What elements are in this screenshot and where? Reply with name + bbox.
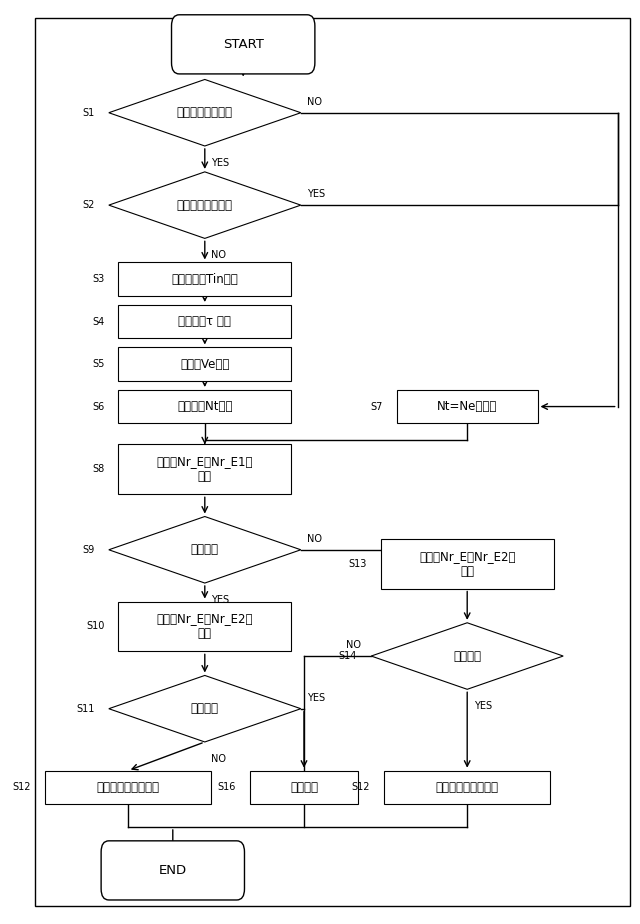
Text: S14: S14: [339, 651, 357, 661]
Text: S7: S7: [371, 402, 383, 411]
Bar: [118, 390, 291, 423]
Text: 判別不能: 判別不能: [290, 781, 318, 794]
Text: 容量係数τ 推定: 容量係数τ 推定: [179, 315, 231, 328]
Text: 回転速度Nt推定: 回転速度Nt推定: [177, 400, 232, 413]
Text: S9: S9: [83, 545, 95, 554]
Text: NO: NO: [307, 534, 322, 543]
Text: S10: S10: [86, 622, 104, 631]
Text: S4: S4: [92, 317, 104, 326]
Text: YES: YES: [307, 693, 325, 702]
Text: S13: S13: [348, 559, 367, 568]
Text: NO: NO: [211, 250, 226, 260]
Text: 期待値Nr_E（Nr_E1）
演算: 期待値Nr_E（Nr_E1） 演算: [157, 456, 253, 483]
Text: S3: S3: [92, 274, 104, 284]
Text: S8: S8: [92, 465, 104, 474]
Text: S11: S11: [76, 704, 95, 713]
Text: YES: YES: [211, 158, 229, 167]
Text: NO: NO: [307, 97, 322, 106]
Text: S12: S12: [351, 783, 370, 792]
Text: 正転との判定を確定: 正転との判定を確定: [97, 781, 159, 794]
Text: ニュートラル状態: ニュートラル状態: [177, 106, 233, 119]
Polygon shape: [109, 675, 301, 742]
Text: S1: S1: [83, 108, 95, 117]
Bar: [381, 539, 554, 589]
Bar: [118, 602, 291, 651]
Bar: [397, 390, 538, 423]
Bar: [384, 771, 550, 804]
Text: 正転判定: 正転判定: [191, 543, 219, 556]
Text: YES: YES: [307, 189, 325, 199]
Text: 逆転判定: 逆転判定: [191, 702, 219, 715]
Bar: [118, 262, 291, 296]
Text: YES: YES: [211, 595, 229, 604]
Text: 期待値Nr_E（Nr_E2）
演算: 期待値Nr_E（Nr_E2） 演算: [419, 550, 515, 578]
Bar: [118, 444, 291, 494]
Text: 入力トルクTin推定: 入力トルクTin推定: [172, 273, 238, 286]
Text: 逆転判定: 逆転判定: [453, 650, 481, 663]
Polygon shape: [109, 172, 301, 238]
Text: Nt=Neと推定: Nt=Neと推定: [437, 400, 497, 413]
FancyBboxPatch shape: [172, 15, 315, 74]
FancyBboxPatch shape: [101, 841, 244, 900]
Text: S2: S2: [83, 201, 95, 210]
Text: S6: S6: [92, 402, 104, 411]
Text: ロックアップ状態: ロックアップ状態: [177, 199, 233, 212]
Bar: [118, 305, 291, 338]
Bar: [118, 347, 291, 381]
Text: S5: S5: [92, 359, 104, 369]
Text: NO: NO: [346, 640, 360, 650]
Polygon shape: [371, 623, 563, 689]
Text: 期待値Nr_E（Nr_E2）
演算: 期待値Nr_E（Nr_E2） 演算: [157, 613, 253, 640]
Text: 逆転との判定を確定: 逆転との判定を確定: [436, 781, 499, 794]
Text: S12: S12: [12, 783, 31, 792]
Bar: [250, 771, 358, 804]
Polygon shape: [109, 79, 301, 146]
Polygon shape: [109, 517, 301, 583]
Text: S16: S16: [217, 783, 236, 792]
Text: END: END: [159, 864, 187, 877]
Bar: [45, 771, 211, 804]
Text: NO: NO: [211, 754, 226, 763]
Text: YES: YES: [474, 701, 492, 711]
Text: 速度比Ve推定: 速度比Ve推定: [180, 358, 230, 371]
Text: START: START: [223, 38, 264, 51]
